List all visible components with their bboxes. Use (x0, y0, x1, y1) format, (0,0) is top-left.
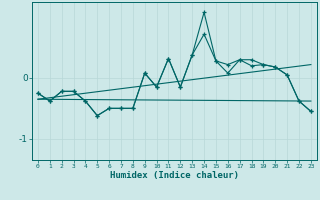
X-axis label: Humidex (Indice chaleur): Humidex (Indice chaleur) (110, 171, 239, 180)
